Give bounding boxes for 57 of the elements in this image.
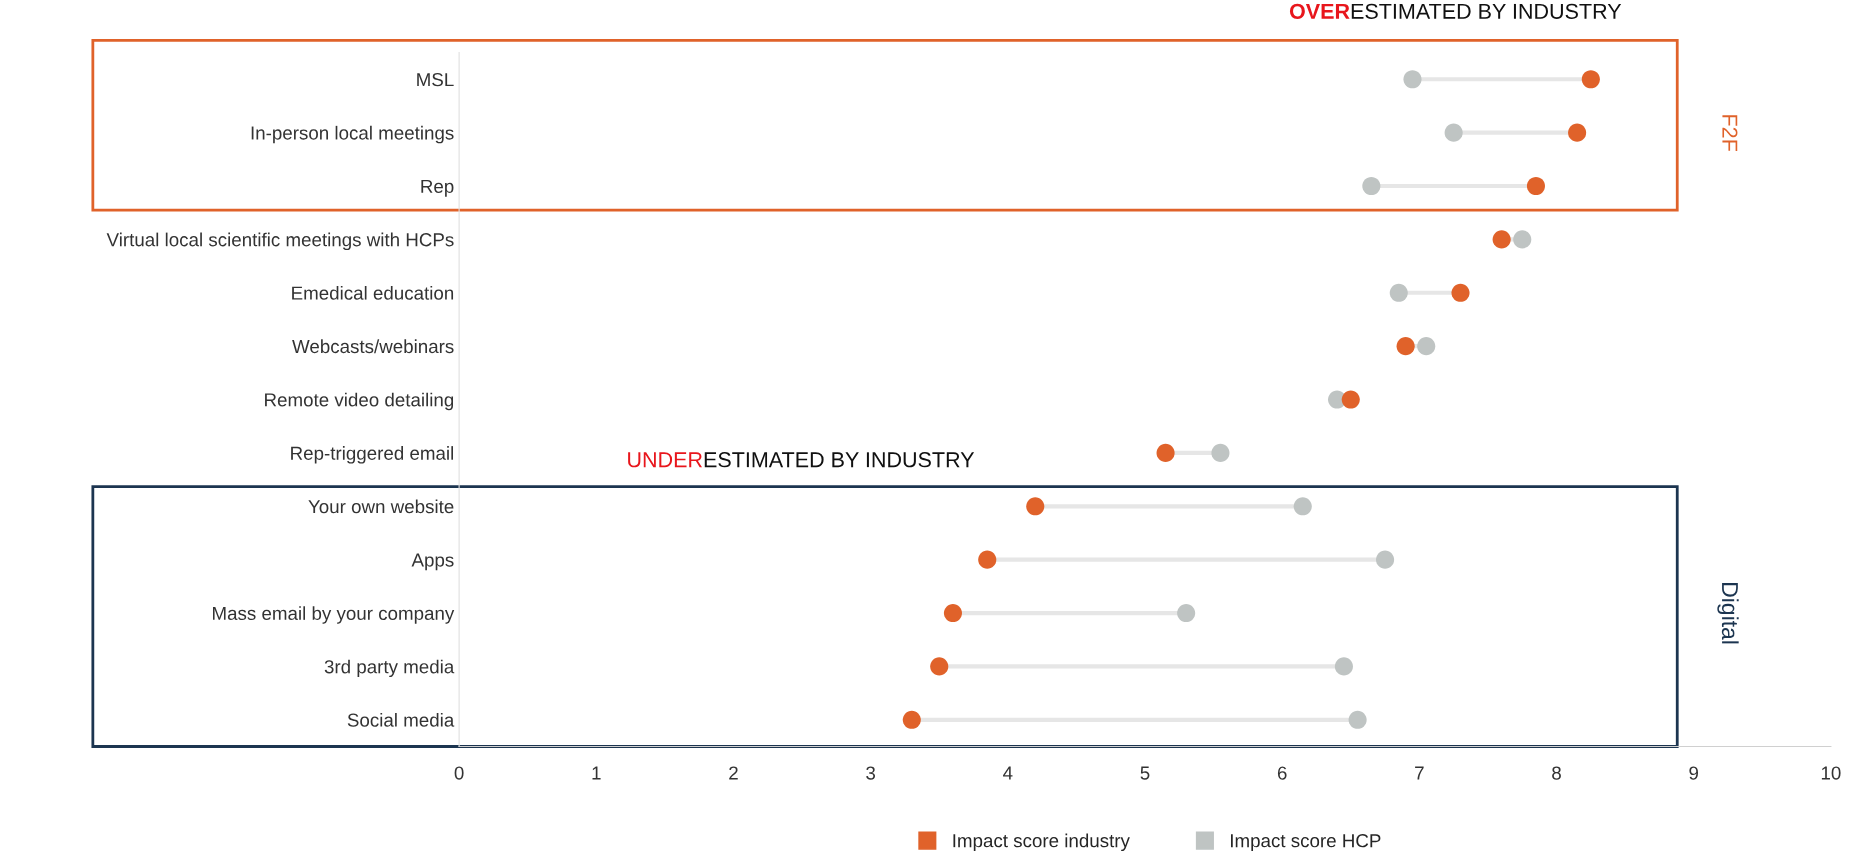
point <box>1492 230 1511 249</box>
x-tick-label: 9 <box>1689 766 1699 780</box>
y-tick-label: Rep <box>421 179 454 197</box>
x-tick-label: 7 <box>1415 766 1424 780</box>
text: ESTIMATED BY INDUSTRY <box>1351 3 1622 19</box>
point <box>1334 657 1353 676</box>
y-tick-label: Virtual local scientific meetings with HCPs <box>106 232 454 251</box>
x-tick-label: 10 <box>1821 766 1841 780</box>
x-tick-label: 6 <box>1277 766 1287 780</box>
point <box>1177 603 1196 623</box>
point <box>1444 123 1463 142</box>
x-tick-label: 5 <box>1140 766 1150 780</box>
y-tick-label: Apps <box>411 553 454 571</box>
point <box>1389 283 1408 302</box>
point <box>1293 497 1312 516</box>
x-tick-label: 0 <box>454 766 464 780</box>
point <box>930 657 949 676</box>
x-tick-label: 3 <box>866 766 876 780</box>
point <box>1513 230 1532 249</box>
x-tick-label: 8 <box>1552 766 1561 780</box>
y-tick-label: MSL <box>417 72 454 87</box>
point <box>1341 390 1360 409</box>
y-tick-label: Mass email by your company <box>213 606 455 624</box>
y-tick-label: Emedical education <box>292 285 454 300</box>
point <box>1568 123 1587 142</box>
y-tick-label: 3rd party media <box>324 659 455 678</box>
y-tick-label: Webcasts/webinars <box>292 339 454 354</box>
annotation: Digital <box>1717 583 1739 644</box>
y-tick-label: Rep-triggered email <box>291 446 454 464</box>
x-tick-label: 2 <box>729 766 738 780</box>
point <box>1451 283 1470 302</box>
point <box>943 603 962 623</box>
point <box>1403 70 1422 89</box>
point <box>1026 497 1045 516</box>
point <box>1396 337 1415 356</box>
legend-label: Impact score HCP <box>1231 834 1381 852</box>
point <box>978 550 997 569</box>
y-tick-label: Social media <box>347 713 455 727</box>
point <box>1156 443 1175 462</box>
point <box>902 710 921 729</box>
y-tick-label: Remote video detailing <box>265 392 454 411</box>
annotation: UNDER <box>628 452 703 468</box>
x-tick-label: 4 <box>1003 766 1013 780</box>
point <box>1376 550 1395 569</box>
annotation: F2F <box>1722 115 1738 151</box>
point <box>1348 710 1367 729</box>
annotation: ESTIMATED BY INDUSTRY <box>704 452 975 468</box>
y-tick-label: Your own website <box>308 499 454 514</box>
point <box>1526 176 1546 196</box>
x-tick-label: 1 <box>592 766 601 780</box>
point <box>1417 337 1436 356</box>
y-tick-label: In-person local meetings <box>251 125 454 144</box>
point <box>1581 70 1600 89</box>
legend-label: Impact score industry <box>953 833 1130 852</box>
point <box>1211 443 1230 462</box>
point <box>1362 176 1381 196</box>
text: OVER <box>1289 3 1350 19</box>
